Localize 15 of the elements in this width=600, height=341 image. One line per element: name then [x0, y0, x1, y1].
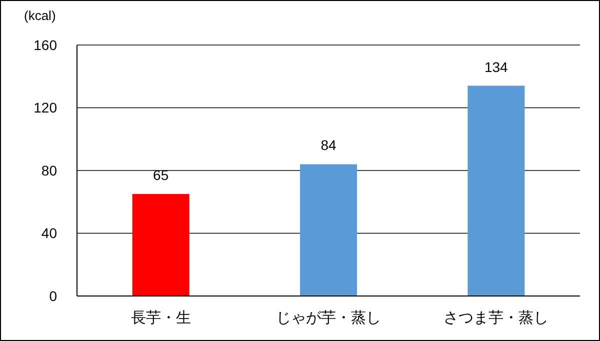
y-tick-label: 120 — [34, 100, 58, 116]
y-tick-label: 80 — [41, 162, 58, 178]
y-axis-title: (kcal) — [24, 8, 56, 23]
bar — [300, 164, 357, 296]
bar — [132, 194, 190, 296]
y-tick-label: 0 — [49, 288, 58, 304]
x-tick-label: 長芋・生 — [130, 310, 191, 327]
y-tick-label: 40 — [41, 225, 58, 242]
bar — [468, 86, 525, 296]
data-label: 65 — [153, 167, 169, 184]
x-tick-label: さつま芋・蒸し — [444, 310, 549, 327]
data-label: 134 — [484, 58, 508, 75]
x-tick-label: じゃが芋・蒸し — [276, 310, 381, 327]
data-label: 84 — [320, 137, 336, 154]
y-tick-label: 160 — [34, 36, 58, 53]
